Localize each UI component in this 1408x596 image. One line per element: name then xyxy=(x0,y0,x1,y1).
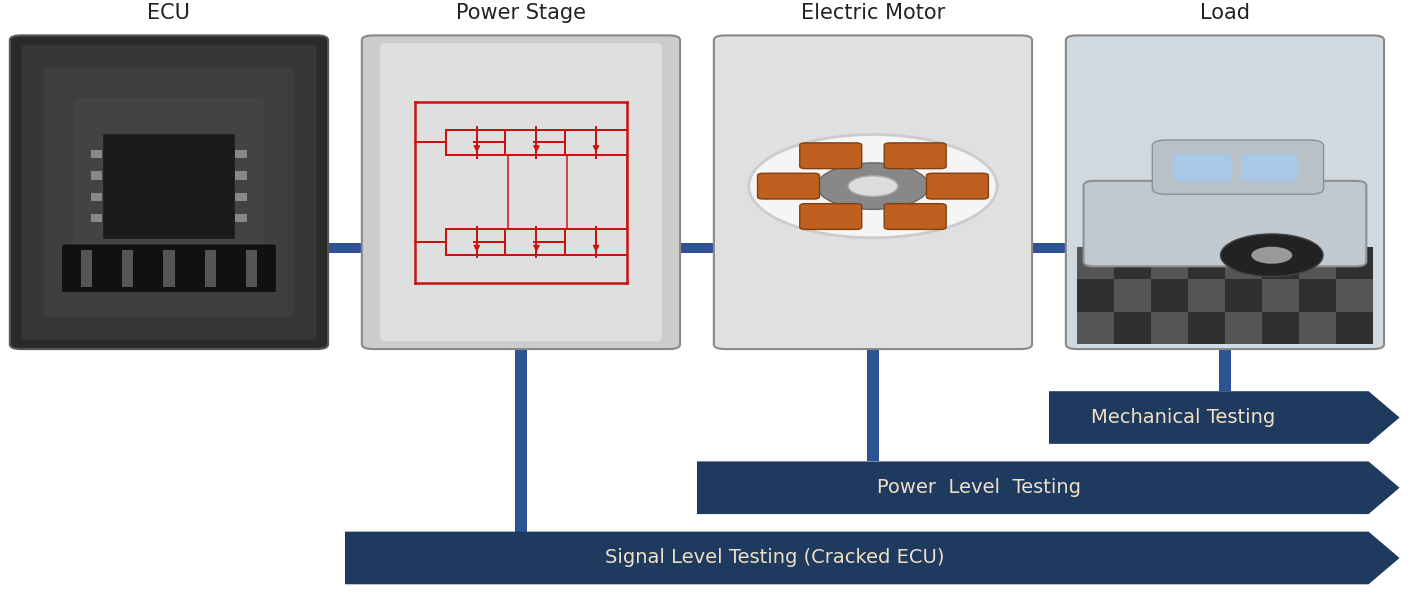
Bar xyxy=(1077,247,1373,344)
Text: ECU: ECU xyxy=(148,2,190,23)
Bar xyxy=(1219,344,1231,391)
FancyBboxPatch shape xyxy=(926,173,988,199)
Bar xyxy=(1298,247,1336,280)
Polygon shape xyxy=(697,461,1400,514)
Bar xyxy=(90,193,103,201)
Text: Mechanical Testing: Mechanical Testing xyxy=(1091,408,1276,427)
Bar xyxy=(122,250,134,287)
FancyBboxPatch shape xyxy=(884,204,946,229)
FancyBboxPatch shape xyxy=(10,35,328,349)
FancyBboxPatch shape xyxy=(44,67,294,317)
Bar xyxy=(235,193,248,201)
FancyBboxPatch shape xyxy=(1066,35,1384,349)
Bar xyxy=(317,243,373,253)
Bar xyxy=(235,214,248,222)
FancyBboxPatch shape xyxy=(362,35,680,349)
Bar xyxy=(1262,280,1300,312)
Bar xyxy=(90,171,103,180)
Bar xyxy=(90,150,103,159)
Text: Signal Level Testing (Cracked ECU): Signal Level Testing (Cracked ECU) xyxy=(605,548,945,567)
Bar xyxy=(1114,280,1152,312)
Bar xyxy=(1077,247,1114,280)
Bar xyxy=(80,250,92,287)
FancyBboxPatch shape xyxy=(714,35,1032,349)
Bar xyxy=(1152,247,1188,280)
Bar xyxy=(1225,247,1262,280)
Bar xyxy=(1298,312,1336,344)
Text: Power  Level  Testing: Power Level Testing xyxy=(877,478,1081,497)
Circle shape xyxy=(1252,247,1293,264)
Bar xyxy=(103,133,235,240)
Bar xyxy=(515,344,527,532)
FancyBboxPatch shape xyxy=(21,45,317,340)
Bar xyxy=(90,214,103,222)
Bar xyxy=(1188,280,1225,312)
Bar xyxy=(1240,154,1298,181)
FancyBboxPatch shape xyxy=(1084,181,1366,266)
Bar xyxy=(235,150,248,159)
Circle shape xyxy=(817,163,929,209)
Bar xyxy=(1336,280,1373,312)
Bar xyxy=(1152,312,1188,344)
Bar xyxy=(235,171,248,180)
FancyBboxPatch shape xyxy=(800,143,862,169)
FancyBboxPatch shape xyxy=(884,143,946,169)
FancyBboxPatch shape xyxy=(1152,140,1324,194)
Polygon shape xyxy=(345,532,1400,584)
FancyBboxPatch shape xyxy=(800,204,862,229)
Bar xyxy=(246,250,258,287)
Bar xyxy=(1021,243,1077,253)
Bar xyxy=(204,250,215,287)
Bar xyxy=(163,250,175,287)
Circle shape xyxy=(848,176,898,197)
Text: Load: Load xyxy=(1200,2,1250,23)
Circle shape xyxy=(1221,234,1324,277)
Bar xyxy=(1077,312,1114,344)
FancyBboxPatch shape xyxy=(758,173,819,199)
Polygon shape xyxy=(1049,391,1400,444)
FancyBboxPatch shape xyxy=(62,244,277,293)
Bar xyxy=(867,344,879,461)
Text: Power Stage: Power Stage xyxy=(456,2,586,23)
FancyBboxPatch shape xyxy=(73,98,265,287)
FancyBboxPatch shape xyxy=(380,43,662,342)
Bar xyxy=(669,243,725,253)
Bar xyxy=(1174,154,1231,181)
Bar xyxy=(1225,312,1262,344)
Circle shape xyxy=(749,135,997,238)
Text: Electric Motor: Electric Motor xyxy=(801,2,945,23)
